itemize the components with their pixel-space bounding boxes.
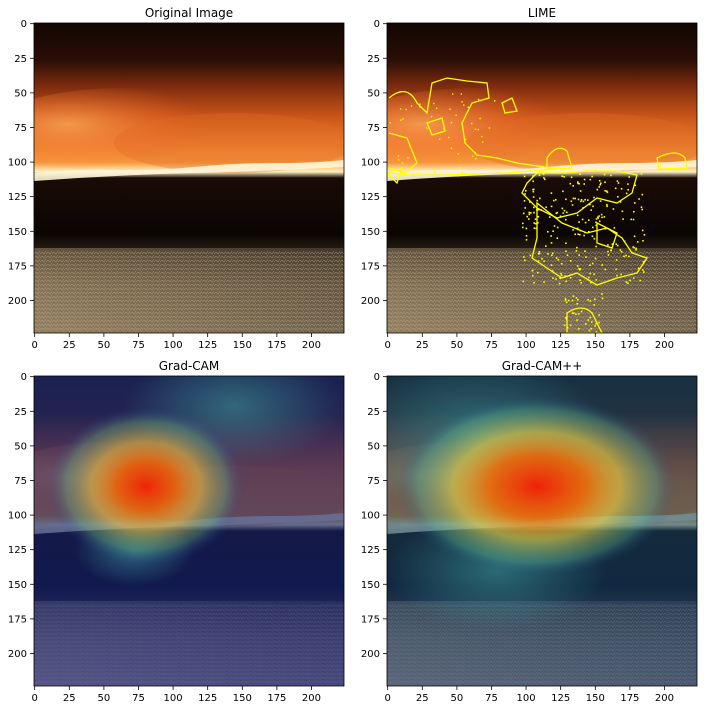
y-tick-label: 200: [8, 649, 27, 660]
y-tick-label: 150: [8, 580, 27, 591]
x-tick-label: 0: [32, 340, 38, 351]
x-tick-label: 175: [267, 693, 286, 704]
y-tick-label: 50: [14, 88, 27, 99]
y-tick-label: 25: [14, 407, 27, 418]
y-tick-label: 25: [14, 54, 27, 65]
y-tick-label: 75: [14, 123, 27, 134]
y-tick-label: 200: [8, 296, 27, 307]
x-tick-label: 100: [164, 340, 183, 351]
x-tick-label: 25: [416, 693, 429, 704]
y-tick-label: 175: [8, 614, 27, 625]
y-tick-label: 125: [8, 192, 27, 203]
x-tick-label: 125: [198, 693, 217, 704]
y-tick-label: 150: [8, 227, 27, 238]
panel-image: [34, 23, 344, 333]
y-tick-label: 25: [367, 407, 380, 418]
lime-speckles: [389, 93, 646, 333]
gradcam-heatmap-overlay: [34, 376, 344, 686]
panel-image: [34, 376, 344, 686]
gradcampp-heatmap-overlay: [387, 376, 697, 686]
x-tick-label: 175: [267, 340, 286, 351]
x-tick-label: 100: [517, 693, 536, 704]
y-tick-label: 0: [21, 19, 27, 30]
panel-gradcampp: Grad-CAM++ 0 25 50 75 100 125 150 175 200 0 25 50 75 1…: [361, 359, 698, 704]
x-tick-label: 25: [63, 693, 76, 704]
x-tick-label: 125: [551, 340, 570, 351]
y-tick-label: 125: [361, 192, 380, 203]
x-tick-label: 50: [98, 693, 111, 704]
y-tick-label: 0: [21, 372, 27, 383]
panel-image: [387, 23, 697, 333]
y-tick-label: 25: [367, 54, 380, 65]
x-tick-label: 50: [98, 340, 111, 351]
x-tick-label: 150: [233, 693, 252, 704]
y-tick-label: 0: [374, 19, 380, 30]
panel-title: Grad-CAM++: [502, 359, 583, 373]
y-tick-label: 50: [367, 441, 380, 452]
x-tick-label: 150: [233, 340, 252, 351]
panel-image: [387, 376, 697, 686]
y-tick-label: 100: [361, 158, 380, 169]
x-tick-label: 175: [620, 693, 639, 704]
y-tick-label: 175: [361, 261, 380, 272]
lime-boundary-overlay: [387, 77, 688, 333]
y-tick-label: 75: [14, 476, 27, 487]
x-tick-label: 25: [63, 340, 76, 351]
panel-title: Grad-CAM: [159, 359, 219, 373]
x-tick-label: 150: [586, 693, 605, 704]
axes-frame: [33, 375, 345, 687]
x-tick-label: 75: [132, 693, 145, 704]
panel-title: Original Image: [145, 6, 233, 20]
x-tick-label: 200: [302, 693, 321, 704]
x-tick-label: 175: [620, 340, 639, 351]
y-tick-label: 125: [8, 545, 27, 556]
x-tick-label: 25: [416, 340, 429, 351]
y-tick-label: 0: [374, 372, 380, 383]
axes-frame: [386, 375, 698, 687]
x-tick-label: 75: [485, 693, 498, 704]
y-tick-label: 100: [8, 158, 27, 169]
x-tick-label: 50: [451, 693, 464, 704]
x-tick-label: 200: [302, 340, 321, 351]
y-tick-label: 150: [361, 227, 380, 238]
x-tick-label: 0: [385, 693, 391, 704]
y-tick-label: 175: [361, 614, 380, 625]
panel-title: LIME: [528, 6, 556, 20]
x-tick-label: 0: [385, 340, 391, 351]
x-tick-label: 125: [198, 340, 217, 351]
axes-frame: [386, 22, 698, 334]
y-tick-label: 200: [361, 296, 380, 307]
x-tick-label: 150: [586, 340, 605, 351]
axes-frame: [33, 22, 345, 334]
y-tick-label: 175: [8, 261, 27, 272]
y-tick-label: 125: [361, 545, 380, 556]
x-tick-label: 100: [517, 340, 536, 351]
y-tick-label: 50: [367, 88, 380, 99]
x-tick-label: 75: [132, 340, 145, 351]
panel-original: Original Image 0 25 50 75 100 125 150 175 200 0 25 5…: [8, 6, 345, 351]
x-tick-label: 100: [164, 693, 183, 704]
y-tick-label: 200: [361, 649, 380, 660]
y-tick-label: 75: [367, 476, 380, 487]
x-tick-label: 200: [655, 340, 674, 351]
x-tick-label: 75: [485, 340, 498, 351]
y-tick-label: 100: [361, 511, 380, 522]
x-tick-label: 125: [551, 693, 570, 704]
y-tick-label: 150: [361, 580, 380, 591]
panel-lime: LIME 0 25 50 75 100 125 150 175 200 0 25 50 75 100 125 1…: [361, 6, 698, 351]
x-tick-label: 200: [655, 693, 674, 704]
y-tick-label: 50: [14, 441, 27, 452]
panel-gradcam: Grad-CAM 0 25 50 75 100 125 150 175 200 0 25 50 75 100…: [8, 359, 345, 704]
y-tick-label: 100: [8, 511, 27, 522]
x-tick-label: 50: [451, 340, 464, 351]
y-tick-label: 75: [367, 123, 380, 134]
x-tick-label: 0: [32, 693, 38, 704]
